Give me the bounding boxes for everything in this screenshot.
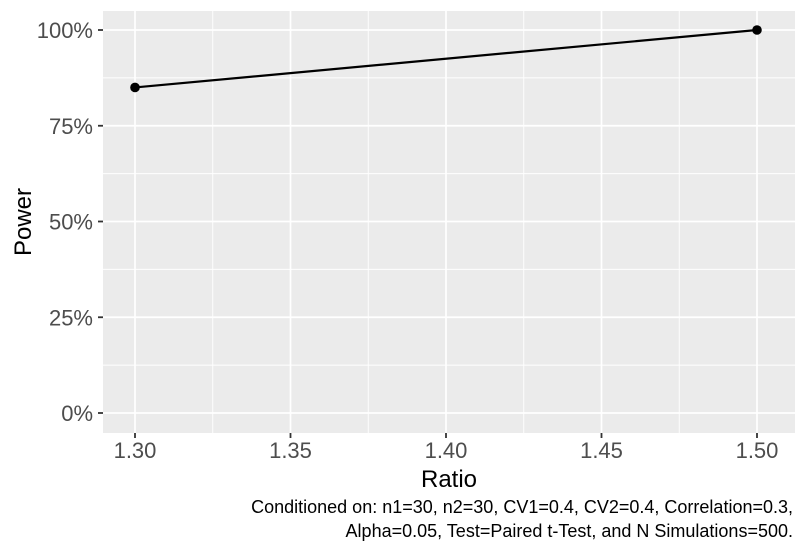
plot-caption: Conditioned on: n1=30, n2=30, CV1=0.4, C…: [0, 495, 793, 543]
data-point: [130, 82, 140, 93]
y-axis-title: Power: [10, 188, 37, 256]
x-axis-tick-label: 1.35: [269, 438, 312, 463]
data-point: [752, 25, 762, 35]
data-points: [130, 25, 762, 93]
y-axis-tick-label: 0%: [61, 401, 93, 426]
caption-line-2: Alpha=0.05, Test=Paired t-Test, and N Si…: [345, 521, 793, 541]
major-gridlines: [103, 11, 795, 433]
x-axis-tick-label: 1.45: [580, 438, 623, 463]
y-axis-tick-label: 75%: [49, 114, 93, 139]
x-axis-tick-labels: 1.30 1.35 1.40 1.45 1.50: [114, 438, 779, 463]
y-axis-tick-labels: 0% 25% 50% 75% 100%: [37, 18, 93, 426]
y-axis-tick-label: 100%: [37, 18, 93, 43]
y-axis-tick-label: 25%: [49, 305, 93, 330]
x-axis-title: Ratio: [421, 466, 477, 493]
x-axis-tick-label: 1.50: [736, 438, 779, 463]
y-axis-tick-label: 50%: [49, 210, 93, 235]
x-axis-tick-label: 1.30: [114, 438, 157, 463]
x-axis-tick-label: 1.40: [425, 438, 468, 463]
axis-tick-marks: [98, 29, 758, 438]
caption-line-1: Conditioned on: n1=30, n2=30, CV1=0.4, C…: [251, 497, 793, 517]
power-line: [134, 28, 758, 89]
